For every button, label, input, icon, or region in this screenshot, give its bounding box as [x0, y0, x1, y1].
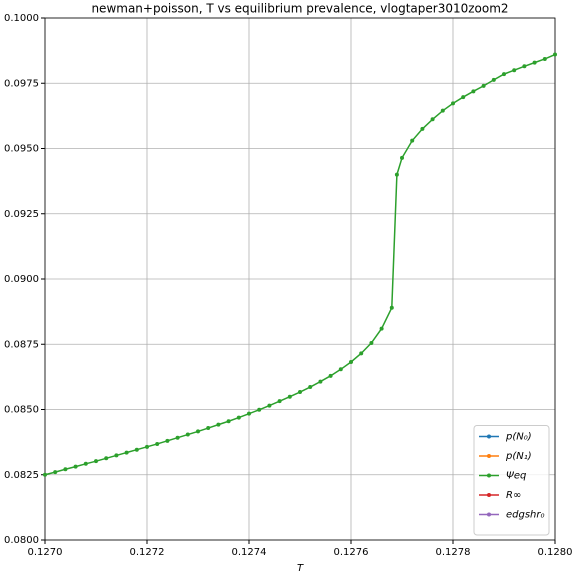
- point: [532, 60, 537, 65]
- point: [512, 68, 517, 73]
- legend-marker: [487, 512, 491, 517]
- point: [394, 172, 399, 177]
- point: [196, 429, 200, 434]
- point: [410, 138, 415, 143]
- legend-marker: [487, 434, 491, 439]
- x-tick-label: 0.1278: [436, 547, 471, 558]
- point: [53, 470, 58, 475]
- x-tick-label: 0.1272: [130, 547, 165, 558]
- point: [328, 373, 333, 378]
- point: [349, 359, 353, 364]
- point: [94, 459, 98, 464]
- chart-title: newman+poisson, T vs equilibrium prevale…: [91, 2, 508, 16]
- y-tick-label: 0.0825: [4, 470, 39, 481]
- point: [522, 64, 527, 69]
- point: [369, 340, 374, 345]
- x-tick-label: 0.1274: [232, 547, 267, 558]
- point: [175, 435, 180, 440]
- point: [481, 83, 486, 88]
- point: [298, 390, 302, 395]
- point: [155, 441, 160, 446]
- point: [206, 426, 211, 431]
- point: [471, 89, 476, 94]
- point: [257, 407, 262, 412]
- legend-marker: [487, 473, 491, 478]
- point: [277, 399, 282, 404]
- point: [451, 101, 455, 106]
- point: [73, 464, 78, 469]
- point: [318, 379, 323, 384]
- point: [226, 419, 231, 424]
- point: [216, 422, 221, 427]
- y-tick-label: 0.0975: [4, 78, 39, 89]
- legend-label: Ψeq: [506, 471, 526, 482]
- legend-box: [473, 425, 550, 536]
- x-tick-label: 0.1280: [538, 547, 573, 558]
- point: [287, 394, 292, 399]
- point: [359, 351, 364, 356]
- point: [308, 385, 313, 390]
- point: [553, 52, 557, 57]
- legend-marker: [487, 454, 491, 458]
- point: [389, 305, 394, 310]
- point: [542, 56, 547, 61]
- point: [400, 155, 404, 160]
- x-axis-label: T: [297, 563, 304, 574]
- point: [104, 456, 109, 461]
- point: [247, 411, 251, 416]
- series-line: [44, 53, 556, 476]
- point: [114, 453, 119, 458]
- plot-frame: [44, 17, 556, 541]
- legend-label: p(N₀): [505, 432, 532, 443]
- legend-label: R∞: [506, 490, 521, 501]
- point: [134, 447, 139, 452]
- legend-label: p(N₁): [505, 451, 532, 462]
- y-tick-label: 0.0900: [4, 274, 39, 285]
- point: [338, 367, 343, 372]
- y-tick-label: 0.0800: [4, 535, 39, 546]
- y-tick-label: 0.0875: [4, 339, 39, 350]
- point: [124, 450, 129, 455]
- y-tick-label: 0.0950: [4, 144, 39, 155]
- point: [461, 95, 466, 100]
- y-tick-label: 0.0850: [4, 405, 39, 416]
- point: [63, 467, 68, 472]
- point: [165, 438, 170, 443]
- y-tick-label: 0.0925: [4, 209, 39, 220]
- point: [145, 444, 149, 449]
- point: [430, 117, 435, 122]
- x-tick-label: 0.1270: [28, 547, 63, 558]
- point: [236, 415, 241, 420]
- point: [267, 403, 272, 408]
- point: [83, 461, 88, 466]
- x-tick-label: 0.1276: [334, 547, 369, 558]
- point: [185, 432, 190, 437]
- y-tick-label: 0.1000: [4, 13, 39, 24]
- point: [420, 126, 425, 131]
- legend-label: edgshr₀: [506, 510, 545, 521]
- point: [43, 472, 47, 477]
- point: [502, 72, 506, 77]
- point: [440, 108, 445, 113]
- point: [491, 77, 496, 82]
- legend-marker: [487, 493, 491, 497]
- point: [379, 326, 384, 331]
